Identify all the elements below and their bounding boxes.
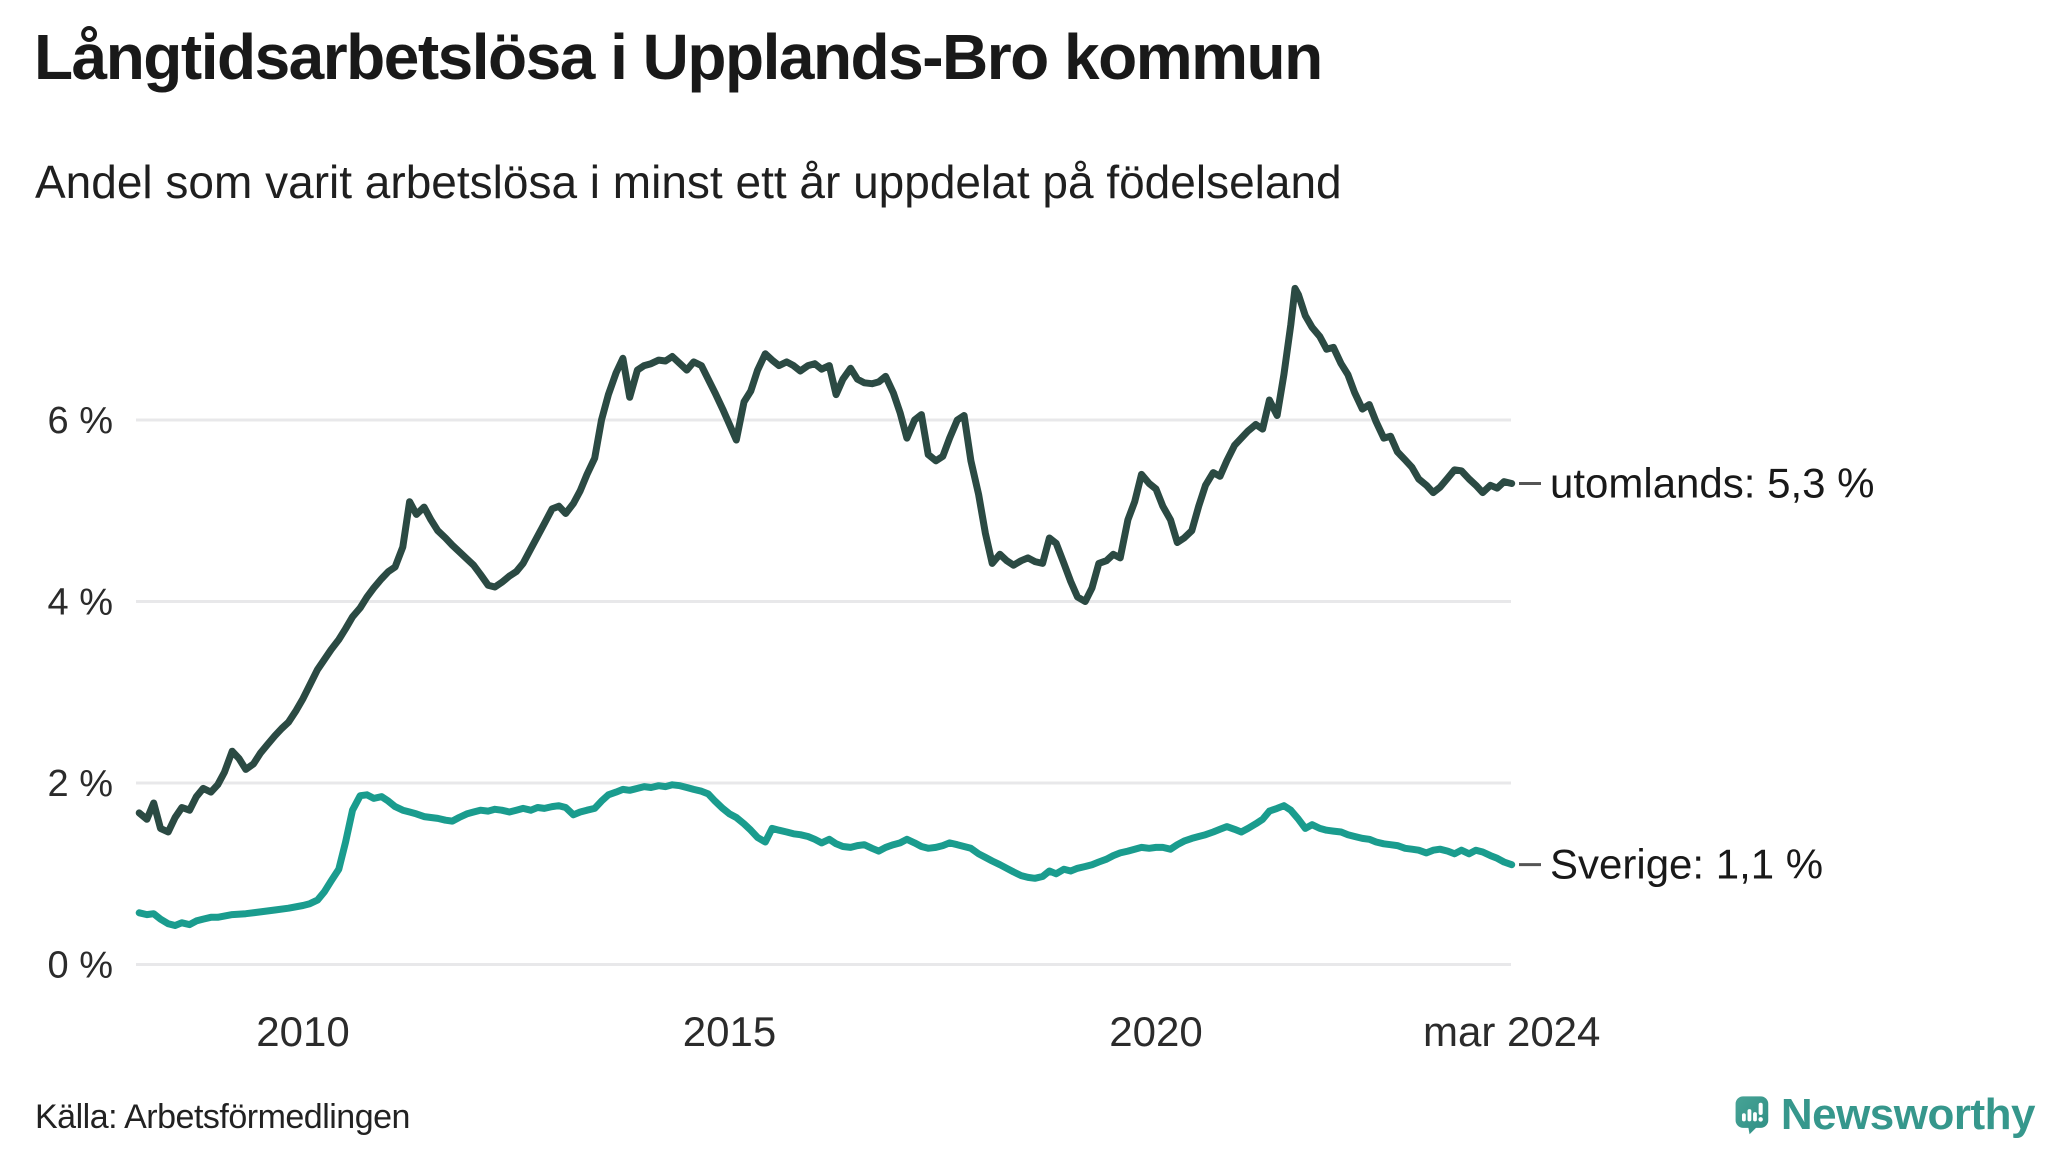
series-end-label-sverige: Sverige: 1,1 % <box>1550 841 1823 888</box>
y-tick-label-0pct: 0 % <box>48 945 113 987</box>
brand-footer: Newsworthy <box>1735 1082 2036 1148</box>
bar-chart-bar-1 <box>1741 1113 1746 1122</box>
page-subtitle: Andel som varit arbetslösa i minst ett å… <box>35 156 1342 208</box>
bar-chart-bar-2 <box>1747 1109 1752 1122</box>
x-tick-label-mar-2024: mar 2024 <box>1423 1008 1600 1055</box>
page-title: Långtidsarbetslösa i Upplands-Bro kommun <box>34 21 1323 93</box>
newsworthy-logo-icon <box>1735 1096 1769 1135</box>
source-note: Källa: Arbetsförmedlingen <box>35 1098 410 1136</box>
exclamation-dot <box>1758 1117 1763 1122</box>
x-tick-label-2010: 2010 <box>256 1008 349 1055</box>
x-tick-label-2015: 2015 <box>683 1008 776 1055</box>
y-tick-label-2pct: 2 % <box>48 763 113 805</box>
brand-wordmark: Newsworthy <box>1780 1090 2036 1139</box>
exclamation-bar <box>1758 1102 1763 1115</box>
series-line-sverige <box>135 781 1516 929</box>
bar-chart-bar-3 <box>1753 1112 1757 1122</box>
y-tick-label-4pct: 4 % <box>48 582 113 624</box>
x-tick-label-2020: 2020 <box>1109 1008 1202 1055</box>
series-line-utomlands <box>135 284 1516 836</box>
series-end-label-utomlands: utomlands: 5,3 % <box>1550 460 1875 507</box>
y-tick-label-6pct: 6 % <box>48 400 113 442</box>
speech-bubble-shape <box>1735 1096 1769 1135</box>
